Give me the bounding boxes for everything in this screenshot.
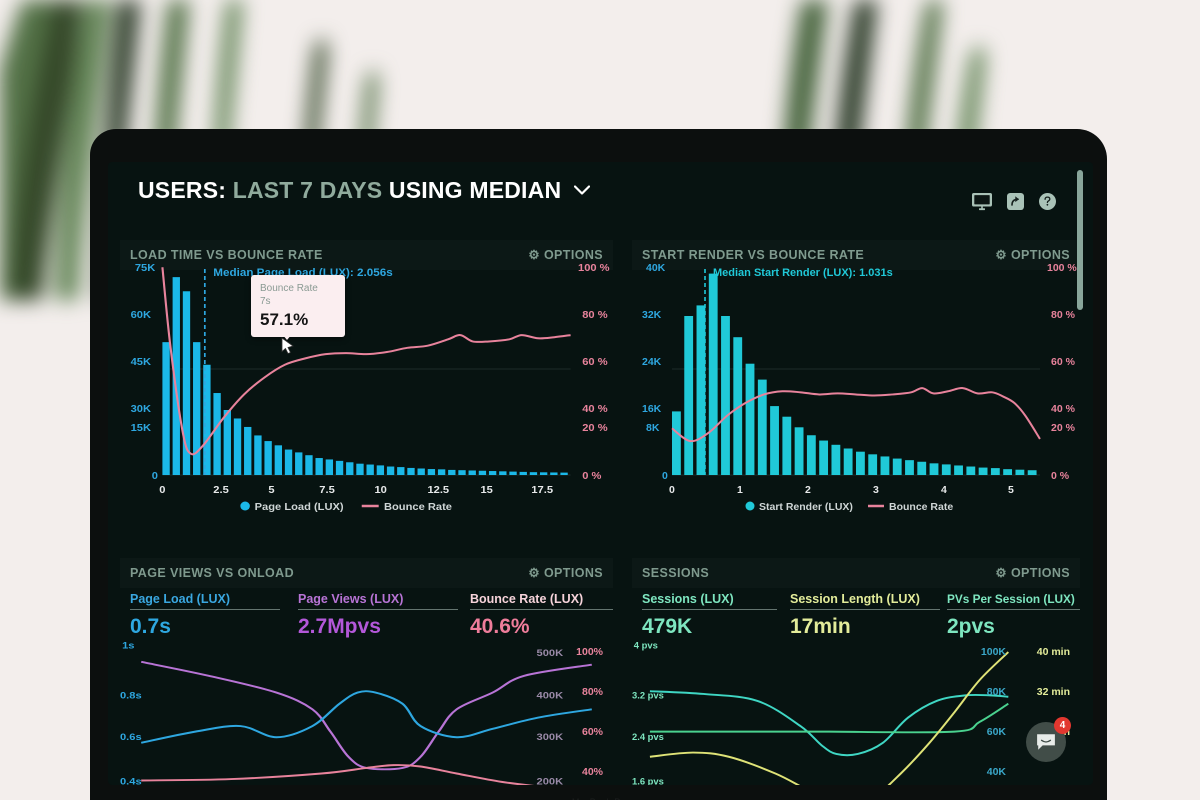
svg-text:0.8s: 0.8s bbox=[120, 691, 142, 701]
svg-text:5: 5 bbox=[268, 484, 274, 496]
svg-text:40K: 40K bbox=[646, 262, 666, 274]
svg-text:75K: 75K bbox=[135, 262, 156, 274]
svg-text:0: 0 bbox=[159, 484, 165, 496]
svg-text:4: 4 bbox=[941, 484, 947, 496]
svg-text:32K: 32K bbox=[642, 309, 662, 321]
svg-text:17.5: 17.5 bbox=[531, 484, 553, 496]
svg-text:24K: 24K bbox=[642, 356, 662, 368]
svg-text:Median Start Render (LUX): 1.0: Median Start Render (LUX): 1.031s bbox=[713, 267, 893, 279]
svg-text:45K: 45K bbox=[131, 356, 152, 368]
svg-text:Bounce Rate: Bounce Rate bbox=[384, 501, 452, 513]
svg-text:300K: 300K bbox=[537, 733, 564, 743]
svg-text:1.6 pvs: 1.6 pvs bbox=[632, 777, 664, 785]
svg-text:0: 0 bbox=[662, 470, 668, 482]
svg-text:12.5: 12.5 bbox=[427, 484, 449, 496]
svg-text:30K: 30K bbox=[131, 403, 152, 415]
svg-text:Bounce Rate: Bounce Rate bbox=[889, 501, 953, 513]
svg-text:2.4 pvs: 2.4 pvs bbox=[632, 732, 664, 742]
svg-text:16K: 16K bbox=[642, 403, 662, 415]
svg-text:15K: 15K bbox=[131, 422, 152, 434]
svg-text:200K: 200K bbox=[537, 777, 564, 785]
svg-text:0 %: 0 % bbox=[582, 470, 602, 482]
svg-text:2.5: 2.5 bbox=[213, 484, 228, 496]
svg-text:8K: 8K bbox=[646, 422, 660, 434]
svg-text:15: 15 bbox=[480, 484, 492, 496]
svg-text:3: 3 bbox=[873, 484, 879, 496]
svg-text:0: 0 bbox=[152, 470, 158, 482]
svg-text:0.4s: 0.4s bbox=[120, 777, 142, 785]
svg-text:60K: 60K bbox=[131, 309, 152, 321]
svg-text:1s: 1s bbox=[122, 641, 135, 651]
svg-text:60 %: 60 % bbox=[1051, 356, 1076, 368]
svg-text:7.5: 7.5 bbox=[319, 484, 334, 496]
svg-text:Page Load (LUX): Page Load (LUX) bbox=[255, 501, 344, 513]
svg-text:100 %: 100 % bbox=[1047, 262, 1077, 274]
svg-text:100 %: 100 % bbox=[578, 262, 610, 274]
svg-text:400K: 400K bbox=[537, 691, 564, 701]
svg-text:80 %: 80 % bbox=[582, 309, 608, 321]
svg-text:1: 1 bbox=[737, 484, 743, 496]
svg-text:2: 2 bbox=[805, 484, 811, 496]
svg-text:0.6s: 0.6s bbox=[120, 733, 142, 743]
svg-text:0: 0 bbox=[669, 484, 675, 496]
svg-text:40 %: 40 % bbox=[582, 403, 608, 415]
svg-text:3.2 pvs: 3.2 pvs bbox=[632, 690, 664, 700]
svg-text:80 %: 80 % bbox=[1051, 309, 1076, 321]
svg-text:500K: 500K bbox=[537, 649, 564, 659]
svg-text:40 %: 40 % bbox=[1051, 403, 1076, 415]
svg-text:60 %: 60 % bbox=[582, 356, 608, 368]
svg-text:0 %: 0 % bbox=[1051, 470, 1070, 482]
svg-text:20 %: 20 % bbox=[582, 422, 608, 434]
svg-text:20 %: 20 % bbox=[1051, 422, 1076, 434]
svg-text:Start Render (LUX): Start Render (LUX) bbox=[759, 501, 853, 513]
svg-text:4 pvs: 4 pvs bbox=[634, 641, 658, 651]
svg-text:5: 5 bbox=[1008, 484, 1014, 496]
svg-text:10: 10 bbox=[374, 484, 386, 496]
